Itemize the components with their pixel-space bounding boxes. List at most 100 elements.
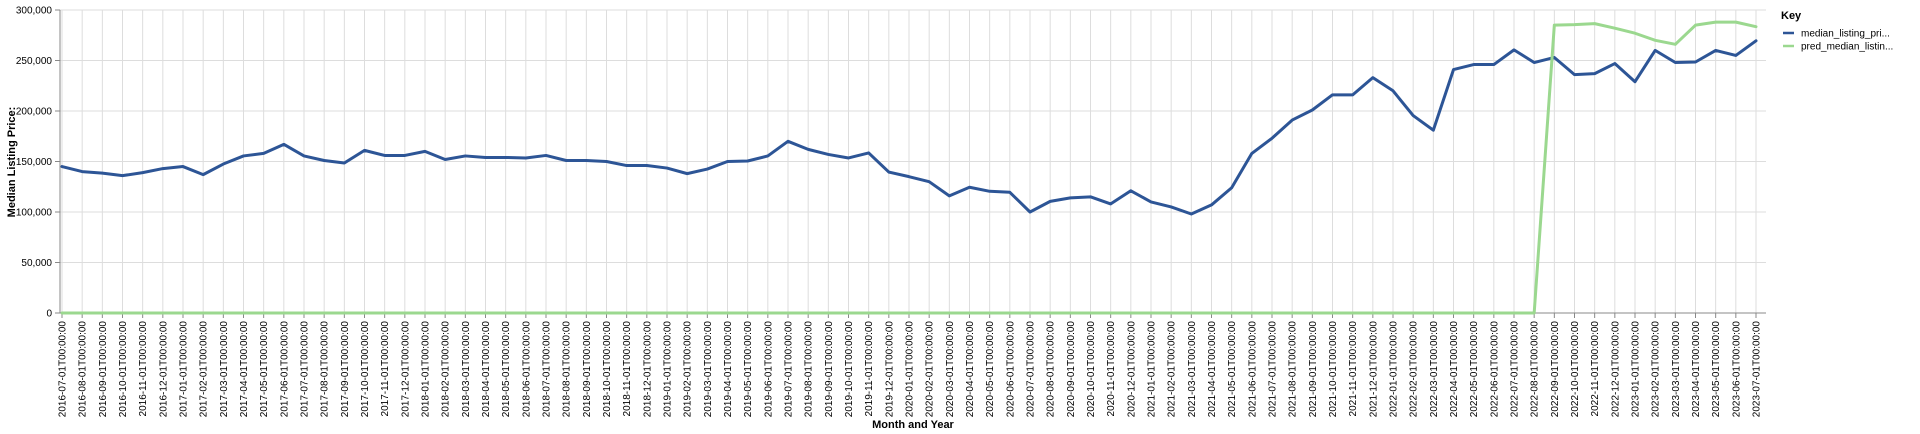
data-point (201, 311, 205, 315)
x-tick-label: 2022-09-01T00:00:00 (1550, 321, 1561, 418)
legend-items: median_listing_pri... pred_median_listin.… (1783, 29, 1893, 53)
data-point (968, 311, 971, 315)
data-point (625, 311, 628, 315)
data-point (1452, 311, 1455, 315)
data-point (1633, 80, 1637, 83)
data-point (363, 149, 366, 152)
data-point (504, 156, 507, 159)
data-point (1411, 114, 1415, 117)
x-tick-label: 2017-11-01T00:00:00 (380, 321, 391, 417)
data-point (1734, 20, 1738, 24)
x-tick-label: 2020-01-01T00:00:00 (905, 321, 916, 418)
data-point (343, 311, 346, 315)
data-point (605, 311, 608, 315)
data-point (1714, 20, 1717, 24)
x-tick-label: 2022-05-01T00:00:00 (1469, 321, 1480, 418)
x-tick-label: 2016-08-01T00:00:00 (78, 321, 89, 418)
x-tick-label: 2022-07-01T00:00:00 (1510, 321, 1521, 418)
data-point (1351, 311, 1354, 315)
data-point (262, 152, 265, 155)
data-point (786, 311, 790, 315)
data-point (322, 159, 326, 162)
data-point (1028, 311, 1032, 315)
data-point (645, 164, 649, 167)
data-point (746, 159, 749, 163)
data-point (1250, 152, 1254, 155)
data-point (706, 311, 709, 315)
x-tick-label: 2020-03-01T00:00:00 (945, 321, 956, 418)
data-point (343, 161, 346, 165)
data-point (1169, 205, 1173, 209)
data-point (1069, 196, 1072, 200)
x-tick-label: 2022-11-01T00:00:00 (1590, 321, 1601, 417)
data-point (1653, 39, 1657, 42)
y-tick-label: 0 (46, 309, 52, 320)
data-point (827, 153, 830, 156)
x-tick-label: 2021-01-01T00:00:00 (1147, 321, 1158, 418)
x-tick-label: 2016-11-01T00:00:00 (138, 321, 149, 417)
x-tick-label: 2018-03-01T00:00:00 (461, 321, 472, 418)
data-point (1109, 202, 1112, 206)
data-point (988, 311, 991, 315)
x-tick-label: 2020-05-01T00:00:00 (985, 321, 996, 418)
data-point (1674, 43, 1677, 46)
data-point (1270, 311, 1274, 315)
data-point (685, 311, 689, 315)
data-point (1351, 93, 1354, 97)
data-point (1432, 311, 1435, 315)
data-point (101, 311, 104, 315)
data-point (1734, 54, 1738, 57)
x-tick-label: 2017-07-01T00:00:00 (300, 321, 311, 418)
x-tick-label: 2017-01-01T00:00:00 (179, 321, 190, 418)
data-point (262, 311, 265, 315)
x-axis-title: Month and Year (872, 419, 954, 431)
x-tick-label: 2020-12-01T00:00:00 (1126, 321, 1137, 418)
data-point (726, 311, 729, 315)
data-point (1553, 23, 1556, 27)
data-point (1149, 200, 1153, 204)
data-point (1250, 311, 1254, 315)
data-point (1290, 118, 1294, 122)
data-point (443, 311, 447, 315)
y-tick-label: 200,000 (16, 107, 53, 118)
x-axis-ticks: 2016-07-01T00:00:00 2016-08-01T00:00:00 20… (58, 313, 1763, 417)
data-point (1472, 63, 1475, 66)
x-tick-label: 2023-07-01T00:00:00 (1752, 321, 1763, 418)
data-point (564, 159, 568, 162)
x-tick-label: 2022-06-01T00:00:00 (1489, 321, 1500, 418)
x-tick-label: 2023-06-01T00:00:00 (1731, 321, 1742, 418)
data-point (1452, 68, 1455, 71)
data-point (1633, 32, 1637, 35)
x-tick-label: 2022-02-01T00:00:00 (1409, 321, 1420, 418)
data-point (806, 148, 810, 151)
y-tick-label: 50,000 (21, 258, 52, 269)
x-tick-label: 2021-03-01T00:00:00 (1187, 321, 1198, 418)
data-point (1674, 61, 1677, 64)
x-tick-label: 2018-07-01T00:00:00 (542, 321, 553, 418)
data-point (1593, 72, 1596, 75)
data-point (524, 156, 528, 160)
data-point (766, 311, 770, 315)
data-point (161, 167, 165, 170)
data-point (1008, 191, 1012, 194)
data-point (867, 311, 870, 315)
x-tick-label: 2021-04-01T00:00:00 (1207, 321, 1218, 418)
data-point (907, 311, 911, 315)
y-tick-label: 250,000 (16, 56, 53, 67)
data-point (1290, 311, 1294, 315)
data-point (1008, 311, 1012, 315)
data-point (726, 160, 729, 163)
data-point (1694, 60, 1697, 64)
x-tick-label: 2019-12-01T00:00:00 (884, 321, 895, 418)
data-point (544, 154, 548, 157)
x-tick-label: 2018-10-01T00:00:00 (602, 321, 613, 418)
data-point (1371, 311, 1375, 315)
data-point (1048, 311, 1052, 315)
data-point (665, 166, 669, 170)
data-point (484, 311, 487, 315)
x-tick-label: 2020-06-01T00:00:00 (1005, 321, 1016, 418)
data-point (60, 311, 64, 315)
data-point (1028, 210, 1032, 214)
data-point (746, 311, 749, 315)
